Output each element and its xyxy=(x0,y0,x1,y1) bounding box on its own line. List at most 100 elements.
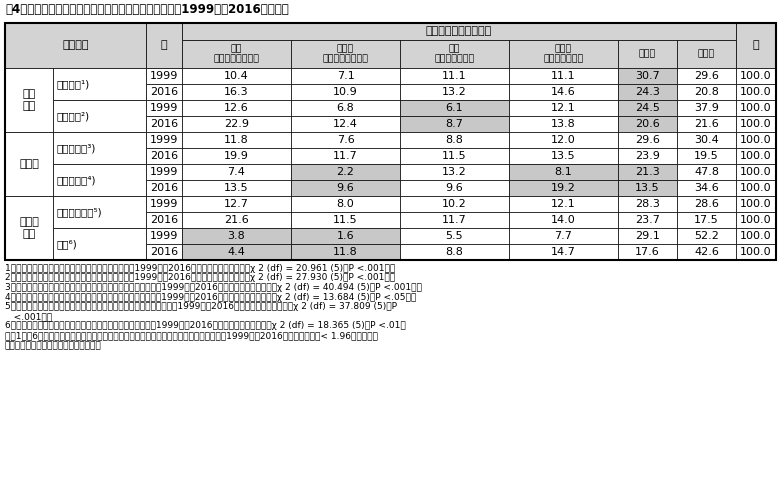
Bar xyxy=(146,84,182,100)
Bar xyxy=(677,164,736,180)
Bar xyxy=(291,212,400,228)
Text: 11.7: 11.7 xyxy=(442,215,467,225)
Text: 4）うつ病の可能性「高い」の人では、雇用形態・職種の分布は1999年と2016年で有意差がみられた（χ 2 (df) = 13.684 (5)、P <.05）。: 4）うつ病の可能性「高い」の人では、雇用形態・職種の分布は1999年と2016年… xyxy=(5,292,416,302)
Text: 罹患なし¹): 罹患なし¹) xyxy=(57,79,90,89)
Text: 2016: 2016 xyxy=(150,119,178,129)
Text: 10.4: 10.4 xyxy=(224,71,249,81)
Bar xyxy=(291,40,400,68)
Bar xyxy=(400,100,509,116)
Text: 疾患
罹患: 疾患 罹患 xyxy=(23,89,35,111)
Text: 12.1: 12.1 xyxy=(551,103,576,113)
Text: 8.8: 8.8 xyxy=(445,135,463,145)
Bar xyxy=(509,180,618,196)
Bar xyxy=(146,148,182,164)
Text: 1999: 1999 xyxy=(150,135,178,145)
Text: 30.4: 30.4 xyxy=(694,135,719,145)
Bar xyxy=(400,68,509,84)
Bar xyxy=(146,212,182,228)
Text: 10.2: 10.2 xyxy=(442,199,467,209)
Text: 5）主観的健康が「よい／ふつう」の人では、雇用形態・職種の分布は1999年と2016年で有意差がみられた（χ 2 (df) = 37.809 (5)、P
   : 5）主観的健康が「よい／ふつう」の人では、雇用形態・職種の分布は1999年と20… xyxy=(5,302,397,321)
Bar xyxy=(5,23,146,68)
Bar xyxy=(509,244,618,260)
Bar xyxy=(53,196,146,228)
Text: 52.2: 52.2 xyxy=(694,231,719,241)
Bar xyxy=(53,100,146,116)
Bar xyxy=(509,164,618,180)
Bar xyxy=(677,148,736,164)
Bar xyxy=(5,196,53,260)
Bar xyxy=(736,23,776,40)
Bar xyxy=(509,84,618,100)
Bar xyxy=(291,228,400,244)
Bar xyxy=(618,40,677,68)
Bar xyxy=(53,196,146,212)
Text: 非正規
ホワイトカラー職: 非正規 ホワイトカラー職 xyxy=(322,44,368,64)
Bar xyxy=(146,164,182,180)
Bar xyxy=(400,40,509,68)
Text: 8.1: 8.1 xyxy=(554,167,572,177)
Text: 21.3: 21.3 xyxy=(635,167,660,177)
Text: 13.2: 13.2 xyxy=(442,87,467,97)
Bar xyxy=(53,68,146,84)
Text: うつ病: うつ病 xyxy=(19,159,39,169)
Bar xyxy=(736,228,776,244)
Text: 100.0: 100.0 xyxy=(740,199,771,209)
Bar xyxy=(736,40,776,68)
Bar xyxy=(5,132,53,148)
Bar xyxy=(618,164,677,180)
Bar xyxy=(182,100,291,116)
Text: 2016: 2016 xyxy=(150,247,178,257)
Text: 16.3: 16.3 xyxy=(224,87,249,97)
Bar xyxy=(291,23,400,40)
Text: 1）「罹患なし」の人では、雇用形態・職種の分布は1999年と2016年で有意差がみられた（χ 2 (df) = 20.961 (5)、P <.001）。: 1）「罹患なし」の人では、雇用形態・職種の分布は1999年と2016年で有意差が… xyxy=(5,264,395,273)
Bar xyxy=(5,23,53,40)
Bar xyxy=(291,84,400,100)
Text: 7.6: 7.6 xyxy=(336,135,354,145)
Bar xyxy=(618,100,677,116)
Text: 13.2: 13.2 xyxy=(442,167,467,177)
Bar xyxy=(677,132,736,148)
Text: 3）うつ病の可能性「低い」の人では、雇用形態・職種の分布は1999年と2016年で有意差がみられた（χ 2 (df) = 40.494 (5)、P <.001）: 3）うつ病の可能性「低い」の人では、雇用形態・職種の分布は1999年と2016年… xyxy=(5,283,422,292)
Bar xyxy=(5,23,776,260)
Bar xyxy=(291,148,400,164)
Bar xyxy=(736,244,776,260)
Bar xyxy=(509,100,618,116)
Bar xyxy=(5,148,53,164)
Bar xyxy=(509,196,618,212)
Bar xyxy=(5,100,53,116)
Bar xyxy=(400,164,509,180)
Text: 21.6: 21.6 xyxy=(694,119,719,129)
Text: 11.5: 11.5 xyxy=(333,215,358,225)
Bar xyxy=(182,148,291,164)
Text: 28.3: 28.3 xyxy=(635,199,660,209)
Text: 12.7: 12.7 xyxy=(224,199,249,209)
Text: 7.4: 7.4 xyxy=(227,167,245,177)
Text: 可能性高い⁴): 可能性高い⁴) xyxy=(57,175,96,185)
Bar xyxy=(509,212,618,228)
Text: 12.0: 12.0 xyxy=(551,135,576,145)
Text: 13.5: 13.5 xyxy=(635,183,660,193)
Text: 19.5: 19.5 xyxy=(694,151,719,161)
Bar xyxy=(53,148,146,164)
Text: 6.8: 6.8 xyxy=(336,103,354,113)
Bar xyxy=(509,148,618,164)
Bar xyxy=(182,196,291,212)
Text: 24.3: 24.3 xyxy=(635,87,660,97)
Bar xyxy=(182,132,291,148)
Text: 42.6: 42.6 xyxy=(694,247,719,257)
Text: 表4：健康状態別にみた現職の雇用形態・職種の分布：1999年と2016年の比較: 表4：健康状態別にみた現職の雇用形態・職種の分布：1999年と2016年の比較 xyxy=(5,3,289,16)
Bar xyxy=(618,84,677,100)
Bar xyxy=(182,164,291,180)
Text: 100.0: 100.0 xyxy=(740,167,771,177)
Text: 24.5: 24.5 xyxy=(635,103,660,113)
Bar xyxy=(677,23,736,40)
Text: 34.6: 34.6 xyxy=(694,183,719,193)
Text: 20.6: 20.6 xyxy=(635,119,660,129)
Text: 14.6: 14.6 xyxy=(551,87,576,97)
Bar xyxy=(677,100,736,116)
Bar xyxy=(146,40,182,68)
Text: 非正規
ブルーカラー職: 非正規 ブルーカラー職 xyxy=(543,44,583,64)
Bar xyxy=(182,180,291,196)
Bar xyxy=(509,40,618,68)
Bar xyxy=(182,84,291,100)
